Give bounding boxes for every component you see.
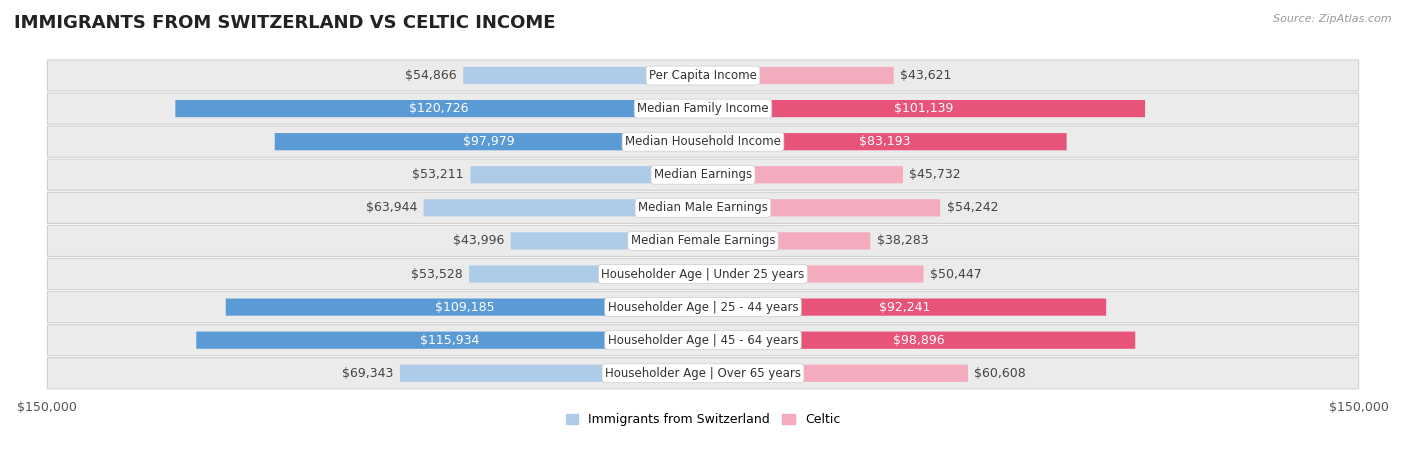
- Text: $43,996: $43,996: [453, 234, 505, 248]
- Text: $60,608: $60,608: [974, 367, 1026, 380]
- FancyBboxPatch shape: [48, 93, 1358, 124]
- FancyBboxPatch shape: [48, 192, 1358, 223]
- Text: $38,283: $38,283: [877, 234, 928, 248]
- FancyBboxPatch shape: [423, 199, 703, 216]
- Text: $53,528: $53,528: [411, 268, 463, 281]
- FancyBboxPatch shape: [48, 325, 1358, 356]
- FancyBboxPatch shape: [197, 332, 703, 349]
- Text: $115,934: $115,934: [420, 334, 479, 347]
- Text: $98,896: $98,896: [893, 334, 945, 347]
- Text: $109,185: $109,185: [434, 301, 494, 314]
- FancyBboxPatch shape: [703, 166, 903, 184]
- Text: $45,732: $45,732: [910, 168, 962, 181]
- FancyBboxPatch shape: [703, 365, 967, 382]
- FancyBboxPatch shape: [176, 100, 703, 117]
- FancyBboxPatch shape: [48, 291, 1358, 323]
- FancyBboxPatch shape: [703, 332, 1135, 349]
- Text: $50,447: $50,447: [929, 268, 981, 281]
- Text: $63,944: $63,944: [366, 201, 418, 214]
- FancyBboxPatch shape: [48, 60, 1358, 91]
- FancyBboxPatch shape: [48, 159, 1358, 191]
- Text: $69,343: $69,343: [342, 367, 394, 380]
- Text: $53,211: $53,211: [412, 168, 464, 181]
- FancyBboxPatch shape: [399, 365, 703, 382]
- Text: Median Female Earnings: Median Female Earnings: [631, 234, 775, 248]
- Text: Householder Age | 45 - 64 years: Householder Age | 45 - 64 years: [607, 334, 799, 347]
- Legend: Immigrants from Switzerland, Celtic: Immigrants from Switzerland, Celtic: [561, 409, 845, 432]
- FancyBboxPatch shape: [703, 265, 924, 283]
- Text: $54,866: $54,866: [405, 69, 457, 82]
- FancyBboxPatch shape: [510, 232, 703, 249]
- FancyBboxPatch shape: [48, 258, 1358, 290]
- Text: Source: ZipAtlas.com: Source: ZipAtlas.com: [1274, 14, 1392, 24]
- FancyBboxPatch shape: [48, 226, 1358, 256]
- FancyBboxPatch shape: [463, 67, 703, 84]
- Text: Median Household Income: Median Household Income: [626, 135, 780, 148]
- FancyBboxPatch shape: [48, 358, 1358, 389]
- FancyBboxPatch shape: [703, 199, 941, 216]
- Text: $83,193: $83,193: [859, 135, 911, 148]
- Text: $101,139: $101,139: [894, 102, 953, 115]
- Text: Median Male Earnings: Median Male Earnings: [638, 201, 768, 214]
- Text: $97,979: $97,979: [463, 135, 515, 148]
- Text: $54,242: $54,242: [946, 201, 998, 214]
- FancyBboxPatch shape: [48, 126, 1358, 157]
- FancyBboxPatch shape: [703, 232, 870, 249]
- FancyBboxPatch shape: [274, 133, 703, 150]
- Text: Per Capita Income: Per Capita Income: [650, 69, 756, 82]
- FancyBboxPatch shape: [470, 265, 703, 283]
- Text: $43,621: $43,621: [900, 69, 952, 82]
- Text: $120,726: $120,726: [409, 102, 470, 115]
- Text: IMMIGRANTS FROM SWITZERLAND VS CELTIC INCOME: IMMIGRANTS FROM SWITZERLAND VS CELTIC IN…: [14, 14, 555, 32]
- FancyBboxPatch shape: [226, 298, 703, 316]
- Text: $92,241: $92,241: [879, 301, 931, 314]
- Text: Median Earnings: Median Earnings: [654, 168, 752, 181]
- Text: Householder Age | Under 25 years: Householder Age | Under 25 years: [602, 268, 804, 281]
- FancyBboxPatch shape: [471, 166, 703, 184]
- FancyBboxPatch shape: [703, 133, 1067, 150]
- Text: Householder Age | Over 65 years: Householder Age | Over 65 years: [605, 367, 801, 380]
- FancyBboxPatch shape: [703, 67, 894, 84]
- FancyBboxPatch shape: [703, 100, 1144, 117]
- Text: Median Family Income: Median Family Income: [637, 102, 769, 115]
- FancyBboxPatch shape: [703, 298, 1107, 316]
- Text: Householder Age | 25 - 44 years: Householder Age | 25 - 44 years: [607, 301, 799, 314]
